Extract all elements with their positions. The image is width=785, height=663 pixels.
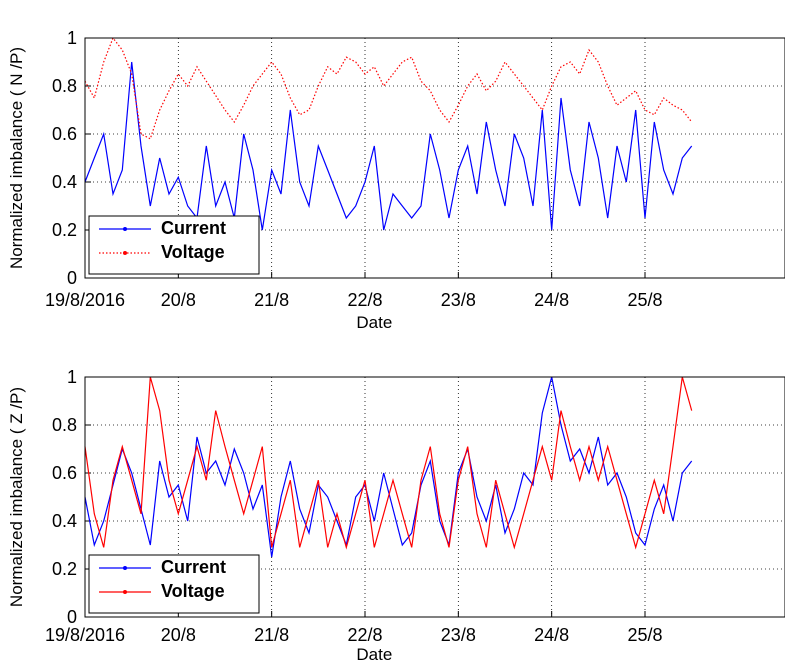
x-axis-label: Date bbox=[356, 645, 392, 663]
y-axis-label: Normalized imbalance ( Z /P) bbox=[7, 387, 26, 607]
x-tick-label: 25/8 bbox=[627, 625, 662, 645]
y-tick-label: 1 bbox=[67, 367, 77, 387]
legend-label-current: Current bbox=[161, 218, 226, 238]
y-tick-label: 1 bbox=[67, 28, 77, 48]
y-tick-label: 0.2 bbox=[52, 559, 77, 579]
legend-box bbox=[88, 215, 260, 275]
y-tick-label: 0.6 bbox=[52, 463, 77, 483]
legend-marker-current bbox=[123, 227, 127, 231]
x-tick-label: 19/8/2016 bbox=[45, 625, 125, 645]
x-tick-label: 20/8 bbox=[161, 290, 196, 310]
y-tick-label: 0 bbox=[67, 268, 77, 288]
x-tick-label: 22/8 bbox=[347, 625, 382, 645]
legend-box bbox=[88, 554, 260, 614]
legend-marker-voltage bbox=[123, 251, 127, 255]
y-tick-label: 0 bbox=[67, 607, 77, 627]
bottom-panel-zbyp: 0 0.2 0.4 0.6 0.8 1 19/8/2016 20/8 21/8 22/8 23/8 2… bbox=[7, 367, 785, 663]
legend-marker-current bbox=[123, 566, 127, 570]
series-line-current bbox=[84, 376, 693, 558]
plot-frame bbox=[84, 376, 785, 618]
legend-label-voltage: Voltage bbox=[161, 242, 225, 262]
x-axis-label: Date bbox=[356, 313, 392, 332]
x-tick-label: 23/8 bbox=[441, 625, 476, 645]
plot-frame bbox=[84, 37, 785, 279]
y-tick-label: 0.6 bbox=[52, 124, 77, 144]
legend-label-voltage: Voltage bbox=[161, 581, 225, 601]
y-tick-label: 0.8 bbox=[52, 415, 77, 435]
x-tick-label: 21/8 bbox=[254, 290, 289, 310]
y-tick-label: 0.2 bbox=[52, 220, 77, 240]
series-line-current bbox=[84, 61, 693, 231]
y-axis-label: Normalized imbalance ( N /P) bbox=[7, 47, 26, 269]
x-tick-label: 19/8/2016 bbox=[45, 290, 125, 310]
legend-marker-voltage bbox=[123, 590, 127, 594]
y-tick-label: 0.4 bbox=[52, 511, 77, 531]
y-tick-label: 0.4 bbox=[52, 172, 77, 192]
x-tick-label: 23/8 bbox=[441, 290, 476, 310]
x-tick-label: 24/8 bbox=[534, 625, 569, 645]
x-tick-label: 25/8 bbox=[627, 290, 662, 310]
x-tick-label: 22/8 bbox=[347, 290, 382, 310]
top-panel-nbyp: 0 0.2 0.4 0.6 0.8 1 19/8/2016 20/8 21/8 22/8 23/8 2… bbox=[7, 28, 785, 332]
x-tick-label: 21/8 bbox=[254, 625, 289, 645]
series-line-voltage bbox=[84, 36, 693, 140]
series-line-voltage bbox=[84, 376, 693, 550]
x-tick-label: 24/8 bbox=[534, 290, 569, 310]
legend-label-current: Current bbox=[161, 557, 226, 577]
y-tick-label: 0.8 bbox=[52, 76, 77, 96]
x-tick-label: 20/8 bbox=[161, 625, 196, 645]
